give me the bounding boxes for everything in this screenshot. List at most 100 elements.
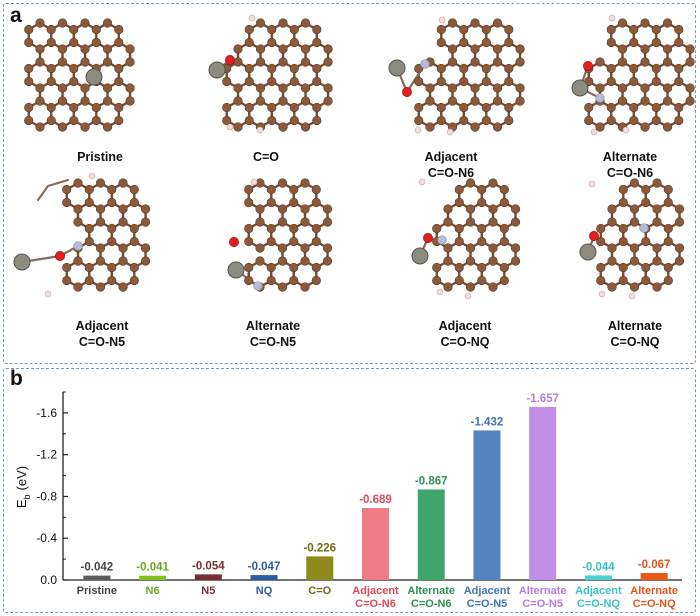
carbon-atom xyxy=(488,178,498,188)
carbon-atom xyxy=(662,18,673,28)
carbon-atom xyxy=(607,256,617,266)
carbon-atom xyxy=(107,275,117,286)
carbon-atom xyxy=(662,44,673,54)
carbon-atom xyxy=(674,102,684,113)
carbon-atom xyxy=(617,96,628,106)
carbon-atom xyxy=(73,282,83,292)
structure-label-adjacent-c-o-n6: Adjacent C=O-N6 xyxy=(376,149,526,181)
carbon-atom xyxy=(277,204,288,214)
carbon-atom xyxy=(233,83,243,93)
carbon-atom xyxy=(300,57,311,67)
hydrogen-atom xyxy=(436,288,444,296)
carbon-atom xyxy=(24,102,34,113)
carbon-atom xyxy=(629,102,639,113)
carbon-atom xyxy=(62,184,72,195)
metal-atom xyxy=(388,59,406,77)
carbon-atom xyxy=(414,102,424,113)
carbon-atom xyxy=(492,18,503,28)
structure-label-line2: C=O-N6 xyxy=(606,166,654,180)
carbon-atom xyxy=(57,83,68,93)
carbon-atom xyxy=(277,282,288,292)
carbon-atom xyxy=(118,256,128,266)
carbon-atom xyxy=(57,18,68,28)
carbon-atom xyxy=(477,262,487,273)
carbon-atom xyxy=(129,275,139,286)
carbon-atom xyxy=(95,243,106,253)
carbon-atom xyxy=(465,243,476,253)
carbon-atom xyxy=(300,256,310,266)
carbon-atom xyxy=(118,204,128,214)
carbon-atom xyxy=(91,24,101,35)
carbon-atom xyxy=(73,256,83,266)
x-tick-label: Alternate xyxy=(407,585,455,597)
carbon-atom xyxy=(312,115,322,126)
panel-a-letter: a xyxy=(10,4,22,27)
carbon-atom xyxy=(222,115,232,126)
bar-group: -0.047 NQ xyxy=(248,561,281,597)
carbon-atom xyxy=(244,262,254,273)
carbon-atom xyxy=(102,96,113,106)
carbon-atom xyxy=(459,102,469,113)
carbon-atom xyxy=(425,83,435,93)
oxygen-atom xyxy=(583,61,593,71)
carbon-atom xyxy=(35,18,45,28)
carbon-atom xyxy=(617,44,628,54)
carbon-atom xyxy=(129,223,139,234)
y-axis-label: Eb (eV) xyxy=(14,466,32,508)
carbon-atom xyxy=(663,236,673,247)
carbon-atom xyxy=(107,236,117,247)
carbon-atom xyxy=(641,236,651,247)
carbon-atom xyxy=(488,256,498,266)
hydrogen-atom xyxy=(226,123,234,131)
carbon-atom xyxy=(267,37,277,48)
carbon-atom xyxy=(595,122,605,132)
carbon-atom xyxy=(432,275,442,286)
carbon-atom xyxy=(662,96,673,106)
carbon-atom xyxy=(289,24,299,35)
carbon-atom xyxy=(244,275,254,286)
x-tick-label: Alternate xyxy=(519,585,567,597)
carbon-atom xyxy=(289,262,299,273)
carbon-atom xyxy=(91,37,101,48)
nitrogen-atom xyxy=(420,59,430,69)
carbon-atom xyxy=(73,217,83,227)
carbon-atom xyxy=(323,96,333,106)
carbon-atom xyxy=(470,122,480,132)
panel-b-binding-energy-chart xyxy=(3,368,696,613)
carbon-atom xyxy=(663,184,673,195)
carbon-atom xyxy=(323,83,333,93)
hydrogen-atom xyxy=(628,292,636,300)
bar xyxy=(529,406,557,580)
carbon-atom xyxy=(477,236,487,247)
y-axis-label-unit: (eV) xyxy=(14,466,29,491)
structure-label-line1: C=O xyxy=(252,150,280,164)
nitrogen-atom xyxy=(73,241,83,251)
bar-value-label: -1.432 xyxy=(471,416,504,428)
carbon-atom xyxy=(447,18,458,28)
carbon-atom xyxy=(300,96,311,106)
carbon-atom xyxy=(289,184,299,195)
structure-adjacent-c-o-nq xyxy=(411,178,521,300)
carbon-atom xyxy=(447,57,458,67)
carbon-atom xyxy=(447,83,458,93)
carbon-atom xyxy=(233,96,243,106)
carbon-atom xyxy=(125,96,135,106)
carbon-atom xyxy=(278,57,288,67)
carbon-atom xyxy=(80,122,90,132)
carbon-atom xyxy=(606,37,616,48)
carbon-atom xyxy=(617,18,628,28)
structure-pristine xyxy=(24,18,135,132)
carbon-atom xyxy=(629,115,639,126)
carbon-atom xyxy=(470,83,480,93)
carbon-atom xyxy=(69,76,79,87)
carbon-atom xyxy=(510,217,521,227)
carbon-atom xyxy=(674,204,685,214)
carbon-atom xyxy=(140,256,151,266)
carbon-atom xyxy=(46,115,56,126)
carbon-atom xyxy=(652,204,662,214)
hydrogen-atom xyxy=(44,290,52,298)
carbon-atom xyxy=(454,275,464,286)
carbon-atom xyxy=(244,76,254,87)
carbon-atom xyxy=(454,197,464,208)
carbon-atom xyxy=(465,282,476,292)
